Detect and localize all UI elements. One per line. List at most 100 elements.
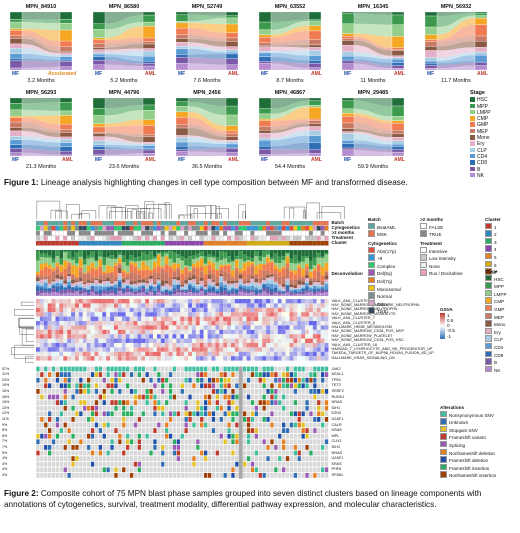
deconvolution-segment xyxy=(219,277,223,283)
gsva-cell xyxy=(36,299,40,304)
annotation-cell xyxy=(301,235,306,241)
deconvolution-segment xyxy=(43,288,48,292)
gsva-cell xyxy=(71,316,75,321)
oncoprint-cell xyxy=(278,417,282,422)
stage-block-left xyxy=(342,38,355,41)
oncoprint-cell xyxy=(129,394,134,400)
oncoprint-cell xyxy=(200,372,204,377)
oncoprint-cell xyxy=(102,389,106,394)
stage-block-right xyxy=(308,149,321,154)
gsva-cell xyxy=(86,338,91,343)
gsva-cell xyxy=(172,347,177,352)
oncoprint-cell xyxy=(278,445,282,450)
oncoprint-cell xyxy=(94,461,99,467)
oncoprint-cell xyxy=(67,417,71,422)
oncoprint-cell xyxy=(176,445,180,450)
oncoprint-cell xyxy=(149,456,153,461)
deconvolution-segment xyxy=(324,253,329,255)
oncoprint-cell xyxy=(94,439,99,445)
oncoprint-cell xyxy=(161,445,165,450)
annotation-cell xyxy=(312,235,317,241)
gsva-cell xyxy=(63,329,68,335)
gsva-cell xyxy=(67,303,72,308)
sample-id: MPN_29485 xyxy=(357,90,389,96)
stage-block-left xyxy=(93,136,106,141)
annotation-cell xyxy=(234,240,239,246)
oncoprint-cell xyxy=(270,422,274,428)
gsva-cell xyxy=(71,312,75,317)
oncoprint-cell xyxy=(231,372,235,377)
annotation-cell xyxy=(203,220,208,226)
gsva-cell xyxy=(110,329,114,335)
oncoprint-cell xyxy=(110,417,114,422)
stage-block-left xyxy=(176,22,189,29)
deconvolution-segment xyxy=(250,262,255,265)
deconvolution-segment xyxy=(203,289,208,291)
deconvolution-segment xyxy=(324,262,329,271)
deconvolution-segment xyxy=(258,293,262,296)
dendrogram-branch xyxy=(125,205,139,219)
stage-legend-label: CD4 xyxy=(477,153,488,160)
oncoprint-cell xyxy=(129,461,134,467)
deconvolution-segment xyxy=(211,281,216,285)
oncoprint-cell xyxy=(102,394,106,400)
oncoprint-cell xyxy=(211,377,216,383)
gsva-cell xyxy=(285,334,290,339)
stage-block-left xyxy=(93,60,106,65)
gsva-cell xyxy=(258,321,263,326)
gsva-cell xyxy=(94,299,99,304)
deconvolution-segment xyxy=(309,287,313,291)
deconvolution-segment xyxy=(36,260,40,273)
gsva-cell xyxy=(36,351,40,357)
gsva-cell xyxy=(285,351,290,357)
legend-title: Cluster xyxy=(485,217,501,222)
gsva-cell xyxy=(227,325,231,330)
gsva-cell xyxy=(156,303,161,308)
oncoprint-cell xyxy=(250,428,255,433)
oncoprint-cell xyxy=(44,377,48,383)
deconvolution-segment xyxy=(254,284,259,288)
deconvolution-segment xyxy=(188,280,192,282)
oncoprint-cell xyxy=(204,366,208,372)
gsva-cell xyxy=(227,299,231,304)
oncoprint-cell xyxy=(83,383,87,389)
stage-block-left xyxy=(176,48,189,55)
oncoprint-cell xyxy=(102,433,106,439)
gsva-colorbar xyxy=(440,312,445,339)
legend-label: 1 xyxy=(494,224,497,230)
gsva-row-label: TAKEDA_TARGETS_OF_NUP98_HOXA9_FUSION_8D_… xyxy=(331,351,434,356)
gsva-cell xyxy=(133,316,138,321)
oncoprint-cell xyxy=(184,422,188,428)
flow-band xyxy=(271,46,309,52)
oncoprint-cell xyxy=(246,433,251,439)
oncoprint-cell xyxy=(87,389,91,394)
legend-swatch xyxy=(485,289,492,297)
oncoprint-cell xyxy=(246,417,251,422)
oncoprint-cell xyxy=(141,445,145,450)
deconvolution-segment xyxy=(285,278,290,281)
stage-block-left xyxy=(259,51,272,54)
oncoprint-cell xyxy=(254,405,258,411)
oncoprint-cell xyxy=(188,394,192,400)
oncoprint-cell xyxy=(266,400,270,405)
oncoprint-cell xyxy=(161,456,165,461)
flow-band xyxy=(271,130,309,141)
gsva-cell xyxy=(176,299,181,304)
flow-band xyxy=(437,65,475,70)
figure-1-caption-text: Lineage analysis highlighting changes in… xyxy=(38,178,408,187)
gsva-cell xyxy=(223,338,228,343)
dendrogram-branch xyxy=(164,202,170,219)
deconvolution-segment xyxy=(192,275,196,280)
oncoprint-cell xyxy=(246,428,251,433)
stage-block-left xyxy=(176,27,189,36)
deconvolution-segment xyxy=(305,266,309,271)
gsva-cell xyxy=(195,356,200,361)
annotation-cell xyxy=(188,235,193,241)
gsva-cell xyxy=(51,338,56,343)
stage-block-right xyxy=(391,47,404,50)
oncoprint-cell xyxy=(153,461,157,467)
flow-band xyxy=(188,101,226,116)
stage-block-right xyxy=(308,12,321,20)
flow-band xyxy=(22,148,60,155)
sample-id: MPN_86580 xyxy=(108,4,140,10)
